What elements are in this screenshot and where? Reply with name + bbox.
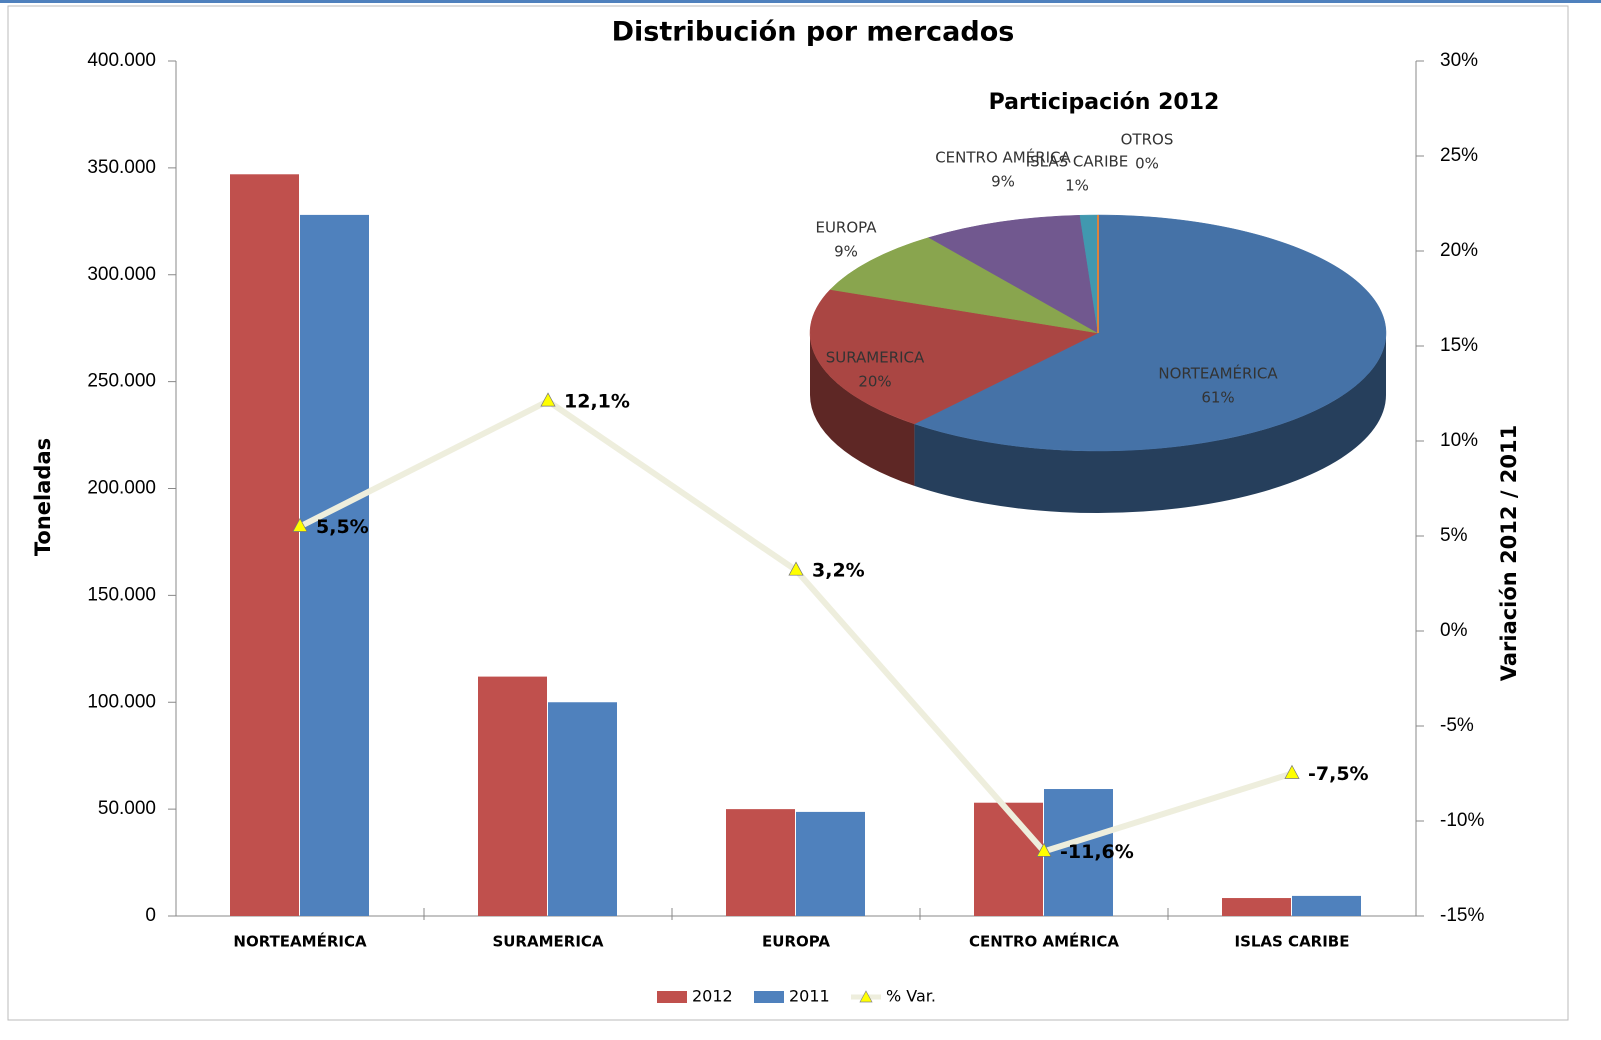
pie-sides xyxy=(810,333,1386,513)
y2-tick-label: -5% xyxy=(1440,715,1474,736)
pie-slice xyxy=(809,289,1099,425)
y-tick-label: 400.000 xyxy=(87,50,156,71)
pie-label: ISLAS CARIBE xyxy=(1026,153,1129,171)
chart-frame xyxy=(7,5,1569,1021)
pie-label: OTROS xyxy=(1121,131,1174,149)
data-label: 3,2% xyxy=(812,560,865,582)
x-tick-label: SURAMERICA xyxy=(492,933,603,951)
y-tick-label: 350.000 xyxy=(87,157,156,178)
legend-label: % Var. xyxy=(886,987,936,1006)
pie-label: SURAMERICA xyxy=(826,349,925,367)
y-tick-label: 100.000 xyxy=(87,691,156,712)
pie-value-label: 9% xyxy=(991,173,1015,191)
y-tick-label: 250.000 xyxy=(87,371,156,392)
y-tick-label: 300.000 xyxy=(87,264,156,285)
y2-tick-label: 5% xyxy=(1440,525,1468,546)
y2-tick-label: -10% xyxy=(1440,810,1484,831)
pie-value-label: 9% xyxy=(834,243,858,261)
data-label: -11,6% xyxy=(1060,841,1134,863)
marker xyxy=(1036,842,1052,857)
pie-slice xyxy=(928,214,1099,334)
bar xyxy=(974,802,1043,916)
legend-swatch xyxy=(754,991,784,1003)
bar xyxy=(230,174,299,917)
pie-value-label: 1% xyxy=(1065,177,1089,195)
y2-tick-label: -15% xyxy=(1440,905,1484,926)
marker xyxy=(788,561,804,576)
pie-label: CENTRO AMÉRICA xyxy=(935,148,1071,167)
pie-value-label: 61% xyxy=(1201,389,1234,407)
pie-title: Participación 2012 xyxy=(989,90,1220,115)
y-tick-label: 200.000 xyxy=(87,478,156,499)
bar xyxy=(726,809,795,916)
data-label: 12,1% xyxy=(564,391,630,413)
data-label: 5,5% xyxy=(316,516,369,538)
y2-tick-label: 15% xyxy=(1440,335,1478,356)
chart-title: Distribución por mercados xyxy=(612,17,1015,48)
pie-slice xyxy=(829,237,1099,334)
x-tick-label: EUROPA xyxy=(762,933,830,951)
pie-value-label: 0% xyxy=(1135,155,1159,173)
bar xyxy=(796,811,865,916)
pie-label: NORTEAMÉRICA xyxy=(1158,364,1278,383)
legend-label: 2012 xyxy=(692,987,733,1006)
data-label: -7,5% xyxy=(1308,763,1369,785)
x-tick-label: CENTRO AMÉRICA xyxy=(969,932,1119,951)
x-tick-label: ISLAS CARIBE xyxy=(1234,933,1349,951)
bar xyxy=(1292,895,1361,916)
pie-slice xyxy=(913,214,1387,452)
y-axis-title: Toneladas xyxy=(31,438,55,556)
legend-marker xyxy=(859,990,873,1003)
pie-side xyxy=(810,333,915,486)
bar xyxy=(1222,898,1291,916)
y-tick-label: 0 xyxy=(145,905,156,926)
marker xyxy=(540,392,556,407)
y2-tick-label: 10% xyxy=(1440,430,1478,451)
y-tick-label: 150.000 xyxy=(87,584,156,605)
pie-value-label: 20% xyxy=(858,373,891,391)
x-tick-label: NORTEAMÉRICA xyxy=(233,932,367,951)
bar xyxy=(478,676,547,916)
y2-tick-label: 30% xyxy=(1440,50,1478,71)
marker xyxy=(1284,764,1300,779)
legend-label: 2011 xyxy=(789,987,830,1006)
legend-swatch xyxy=(657,991,687,1003)
marker xyxy=(292,517,308,532)
bar xyxy=(300,214,369,916)
bar xyxy=(548,702,617,916)
top-border xyxy=(0,0,1601,3)
y2-tick-label: 25% xyxy=(1440,145,1478,166)
y2-tick-label: 0% xyxy=(1440,620,1468,641)
pie-label: EUROPA xyxy=(815,219,877,237)
y2-tick-label: 20% xyxy=(1440,240,1478,261)
pie-top xyxy=(809,214,1387,452)
y2-axis-title: Variación 2012 / 2011 xyxy=(1497,425,1521,682)
bar xyxy=(1044,789,1113,916)
y-tick-label: 50.000 xyxy=(98,798,156,819)
pie-side xyxy=(914,333,1386,513)
